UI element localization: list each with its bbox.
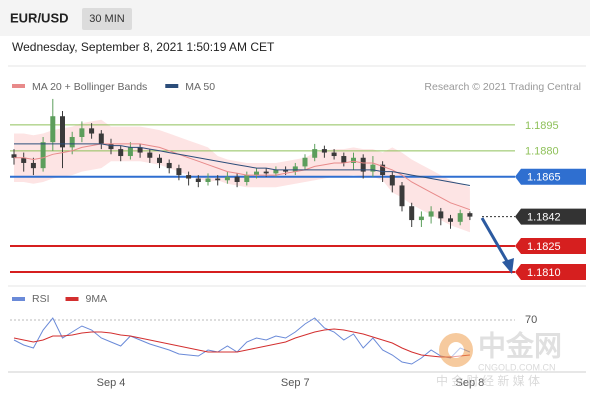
candle-body — [79, 128, 85, 137]
candle-body — [108, 143, 114, 150]
candle-body — [389, 175, 395, 186]
level-label: 1.1810 — [527, 267, 561, 279]
candle-body — [273, 169, 279, 174]
watermark-name: 中金网 — [478, 329, 562, 361]
candle-body — [341, 156, 347, 163]
candle-body — [467, 213, 473, 217]
candle-body — [215, 178, 221, 181]
candle-body — [351, 157, 356, 163]
candle-body — [157, 157, 162, 163]
legend-label: 9MA — [86, 293, 108, 305]
x-tick-label: Sep 8 — [456, 377, 485, 389]
candle-body — [224, 176, 230, 181]
level-label: 1.1825 — [527, 241, 561, 253]
candle-body — [89, 128, 95, 134]
candle-body — [30, 162, 36, 169]
interval-badge[interactable] — [82, 8, 132, 30]
candle-body — [50, 116, 56, 143]
timestamp: Wednesday, September 8, 2021 1:50:19 AM … — [12, 40, 275, 54]
candle-body — [254, 171, 259, 176]
y-tick-label: 70 — [525, 314, 537, 326]
level-label-box — [515, 238, 586, 255]
candle-body — [409, 206, 415, 221]
candle-body — [263, 171, 269, 174]
level-label-box — [515, 168, 586, 185]
candle-body — [98, 133, 104, 144]
rsi-panel: 70 RSI 9MA — [10, 293, 537, 365]
candle-body — [399, 185, 405, 207]
watermark-domain: CNGOLD.COM.CN — [478, 362, 556, 372]
level-label-box — [515, 263, 586, 280]
candle-body — [60, 116, 65, 148]
candle-body — [457, 213, 463, 222]
watermark-slogan: 中 金 财 经 新 媒 体 — [436, 373, 540, 388]
level-label: 1.1880 — [525, 146, 559, 158]
candle-body — [331, 152, 337, 157]
forecast-arrow — [480, 217, 510, 264]
ma-line — [14, 143, 470, 186]
watermark: 中金网 CNGOLD.COM.CN 中 金 财 经 新 媒 体 — [436, 329, 562, 388]
candle-body — [176, 168, 182, 176]
symbol: EUR/USD — [10, 10, 69, 25]
level-label: 1.1895 — [525, 120, 559, 132]
indicator-line — [13, 317, 471, 365]
candle-body — [205, 178, 211, 182]
watermark-logo — [448, 342, 464, 358]
x-tick-label: Sep 4 — [97, 377, 126, 389]
forecast-arrow-head — [502, 258, 514, 274]
candle-body — [370, 164, 376, 172]
legend-label: RSI — [32, 293, 50, 305]
candle-body — [11, 154, 17, 158]
candle-body — [234, 176, 240, 182]
candle-body — [21, 157, 27, 163]
source: Research © 2021 Trading Central — [424, 81, 581, 93]
level-label-box — [515, 208, 586, 225]
candle-body — [186, 175, 192, 179]
candle-body — [127, 147, 133, 157]
candle-body — [312, 149, 318, 158]
candle-body — [302, 157, 308, 167]
ma-line — [14, 143, 471, 211]
legend-label: MA 50 — [185, 81, 215, 93]
level-label: 1.1865 — [527, 172, 561, 184]
candle-body — [292, 166, 298, 172]
candle-body — [428, 211, 434, 217]
legend-label: MA 20 + Bollinger Bands — [32, 81, 147, 93]
legend-swatch — [12, 297, 25, 301]
candle-body — [244, 175, 250, 182]
legend-swatch — [165, 84, 179, 88]
candle-body — [283, 169, 289, 172]
x-tick-label: Sep 7 — [281, 377, 310, 389]
candle-body — [380, 164, 386, 176]
indicator-line — [13, 328, 470, 358]
level-label: 1.1842 — [527, 212, 561, 224]
candle-body — [118, 149, 124, 157]
price-panel: 1.1895 1.1880 1.1865 1.1842 1.1825 1.1810 MA 2… — [10, 81, 586, 389]
legend-swatch — [65, 297, 79, 301]
candle-body — [321, 149, 327, 153]
candle-body — [40, 142, 46, 169]
interval[interactable]: 30 MIN — [89, 13, 125, 25]
candle-body — [69, 136, 75, 148]
candle-body — [137, 147, 143, 153]
candle-body — [195, 178, 201, 182]
candle-body — [418, 216, 424, 221]
candle-body — [360, 157, 366, 172]
candle-body — [166, 162, 172, 169]
candle-body — [448, 218, 453, 222]
candle-body — [438, 211, 444, 219]
candle-body — [147, 152, 153, 158]
legend-swatch — [12, 84, 25, 88]
